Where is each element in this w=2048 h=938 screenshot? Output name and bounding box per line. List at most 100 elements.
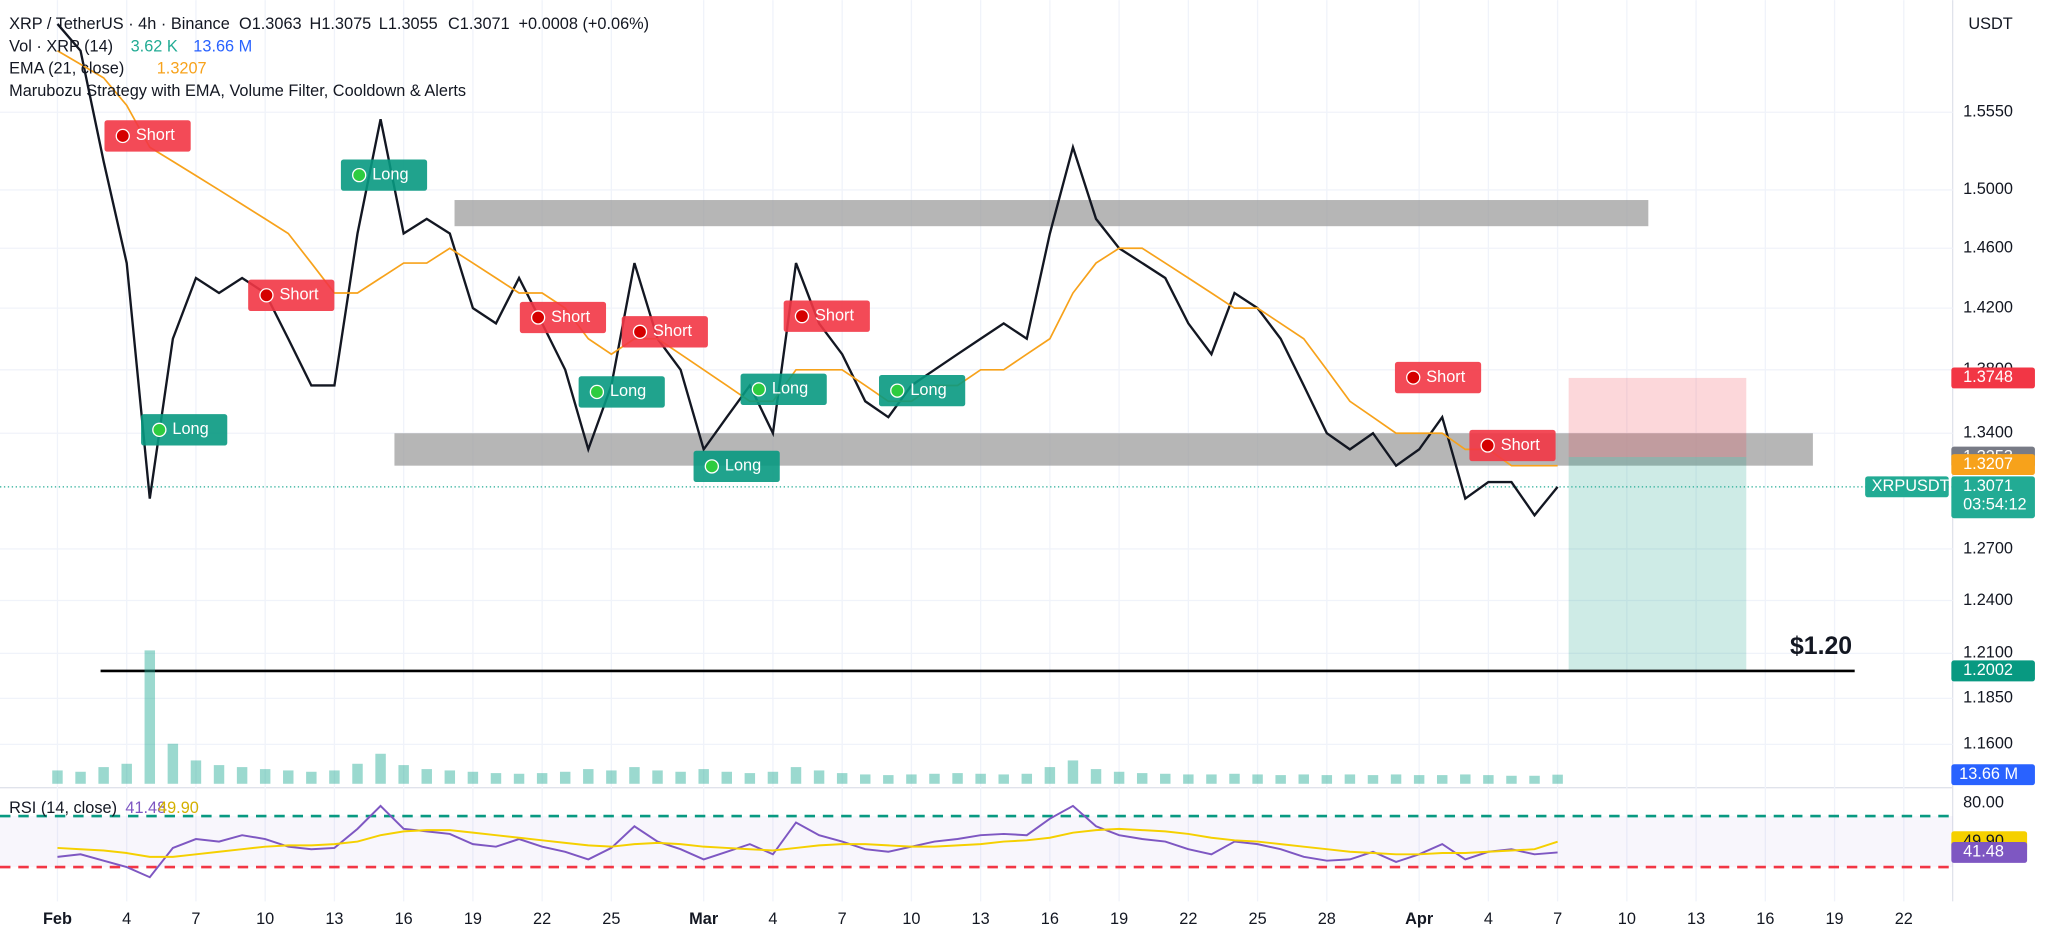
signal-label: Short	[136, 126, 175, 144]
level-label: $1.20	[1790, 633, 1852, 660]
volume-bar	[675, 771, 686, 784]
volume-bar	[929, 773, 940, 784]
price-badge-label: 1.3071	[1963, 477, 2013, 495]
volume-bar	[1044, 767, 1056, 784]
volume-bar	[559, 771, 571, 784]
signal-box	[621, 316, 708, 348]
x-tick-label: 4	[1484, 910, 1493, 928]
volume-bar	[1529, 775, 1540, 784]
volume-bar	[790, 767, 802, 784]
volume-bar	[236, 767, 248, 784]
volume-bar	[513, 773, 525, 784]
signal-dot	[794, 308, 810, 324]
signal-dot	[589, 384, 605, 400]
signal-dot	[704, 459, 720, 474]
plot: 1.55501.50001.46001.42001.38001.34001.27…	[0, 0, 2013, 928]
volume-badge	[1951, 764, 2035, 786]
price-badge-label: 1.3748	[1963, 368, 2013, 386]
ema-line	[57, 49, 1558, 467]
x-tick-label: 7	[838, 910, 847, 928]
volume-bar	[698, 769, 709, 784]
volume-bar	[283, 770, 294, 784]
x-tick-label: 4	[122, 910, 131, 928]
x-tick-label: 10	[1618, 910, 1636, 928]
rsi-ma-line	[57, 827, 1558, 858]
currency: USDT	[1968, 15, 2012, 33]
volume-bar	[144, 650, 156, 784]
volume-bar	[444, 770, 456, 784]
x-tick-label: 16	[395, 910, 413, 928]
volume-bar	[1090, 769, 1102, 784]
volume-bar	[421, 769, 432, 784]
y-tick-label: 1.5550	[1963, 103, 2013, 121]
signal-box	[879, 374, 966, 407]
zone	[394, 433, 1813, 466]
signal-label: Short	[280, 286, 319, 304]
volume-bar	[259, 769, 271, 784]
x-tick-label: 13	[325, 910, 343, 928]
volume-bar	[398, 765, 409, 784]
rsi-value: 41.48	[125, 799, 166, 817]
signal-dot	[751, 382, 767, 397]
volume-bar	[1136, 773, 1148, 784]
y-tick-label: 1.1600	[1963, 735, 2013, 753]
volume-bar	[1252, 774, 1263, 784]
x-tick-label: 25	[602, 910, 620, 928]
target-area	[1568, 457, 1747, 671]
volume-bar	[1552, 774, 1563, 784]
signal-box	[783, 300, 870, 332]
volume-bar	[1436, 775, 1448, 784]
price-badge	[1951, 476, 2035, 519]
x-tick-label: 16	[1756, 910, 1774, 928]
countdown: 03:54:12	[1963, 495, 2027, 513]
volume-bar	[121, 763, 132, 784]
volume-bar	[1483, 775, 1494, 784]
volume-bar	[1067, 760, 1079, 784]
volume-bar	[1206, 774, 1217, 784]
rsi-band	[0, 816, 1953, 868]
volume-bar	[1160, 773, 1171, 784]
volume-bar	[1321, 775, 1333, 784]
price-badge	[1951, 660, 2035, 682]
y-tick-label: 1.4200	[1963, 298, 2013, 316]
close: C1.3071	[448, 15, 510, 33]
signal-box	[1394, 361, 1482, 394]
ema-label: EMA (21, close)	[9, 60, 124, 78]
y-tick-label: 1.2400	[1963, 591, 2013, 609]
x-tick-label: 4	[768, 910, 777, 928]
signal-dot	[115, 128, 130, 144]
x-tick-label: 25	[1249, 910, 1267, 928]
signal-label: Long	[372, 165, 408, 183]
legend: XRP / TetherUS · 4h · Binance O1.3063 H1…	[9, 15, 2013, 817]
volume-bar	[167, 743, 179, 784]
low: L1.3055	[379, 15, 438, 33]
volume-bar	[813, 770, 825, 784]
signal-label: Long	[772, 380, 808, 398]
price-line-series	[56, 23, 1559, 518]
signal-dot	[351, 167, 367, 183]
price-badge-label: 1.2002	[1963, 661, 2013, 679]
signal-box	[340, 159, 428, 191]
volume-bar	[306, 771, 317, 784]
volume-bar	[1506, 775, 1517, 784]
volume-bar	[1229, 773, 1240, 784]
volume-bar	[744, 773, 756, 784]
change: +0.0008 (+0.06%)	[519, 15, 650, 33]
symbol-tag-label: XRPUSDT	[1872, 477, 1950, 495]
volume-bar	[1390, 774, 1402, 784]
symbol: XRP / TetherUS · 4h · Binance	[9, 15, 230, 33]
signal-label: Long	[725, 457, 761, 475]
overlay: 49.9041.48ShortLongLongShortShortShortLo…	[104, 120, 2035, 863]
rsi-line	[57, 804, 1558, 879]
volume-bar	[652, 770, 663, 784]
volume-bar	[583, 769, 594, 784]
signal-label: Long	[910, 381, 946, 399]
signal-box	[141, 414, 228, 446]
rsi-ma-value: 49.90	[158, 799, 199, 817]
volume-bar	[975, 773, 986, 784]
signal-dot	[259, 288, 274, 303]
volume-bar	[1413, 775, 1425, 784]
volume-bar	[352, 763, 363, 784]
